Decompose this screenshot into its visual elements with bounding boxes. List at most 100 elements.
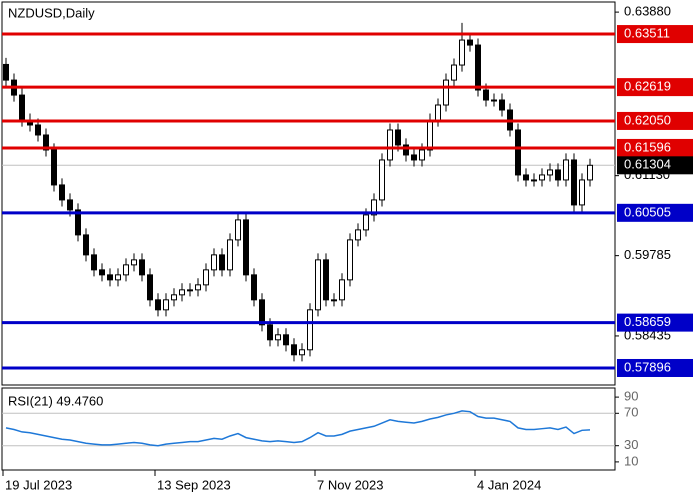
candle-body bbox=[291, 344, 297, 356]
candle-body bbox=[107, 274, 113, 281]
candle-body bbox=[523, 174, 529, 181]
candle-body bbox=[299, 349, 305, 356]
candle-body bbox=[243, 219, 249, 276]
candle-body bbox=[395, 129, 401, 146]
candle-body bbox=[379, 159, 385, 201]
level-label: 0.62050 bbox=[624, 112, 671, 127]
candle-body bbox=[83, 234, 89, 256]
candle-body bbox=[515, 129, 521, 176]
rsi-title: RSI(21) 49.4760 bbox=[8, 393, 103, 408]
level-tag bbox=[617, 111, 693, 130]
level-tag bbox=[617, 25, 693, 44]
candle-body bbox=[443, 79, 449, 106]
y-tick-label: 30 bbox=[624, 437, 638, 452]
candle-body bbox=[307, 309, 313, 351]
candle-body bbox=[131, 259, 137, 266]
candle-body bbox=[139, 259, 145, 276]
candle-body bbox=[235, 219, 241, 241]
candle-body bbox=[227, 239, 233, 271]
candle-body bbox=[251, 274, 257, 301]
level-label: 0.62619 bbox=[624, 79, 671, 94]
x-tick-label: 7 Nov 2023 bbox=[317, 477, 384, 492]
candle-body bbox=[571, 159, 577, 206]
candle-body bbox=[475, 44, 481, 91]
level-label: 0.63511 bbox=[624, 25, 670, 40]
last-price-tag bbox=[617, 156, 693, 175]
candle-body bbox=[403, 144, 409, 156]
x-tick-label: 13 Sep 2023 bbox=[157, 477, 231, 492]
level-label: 0.58659 bbox=[624, 314, 671, 329]
candle-body bbox=[35, 124, 41, 136]
candle-body bbox=[99, 269, 105, 276]
candle-body bbox=[363, 214, 369, 231]
candle-body bbox=[203, 269, 209, 286]
candle-body bbox=[43, 134, 49, 151]
candle-body bbox=[187, 289, 193, 292]
rsi-line bbox=[5, 410, 591, 447]
candle-body bbox=[51, 149, 57, 186]
candle-body bbox=[155, 299, 161, 311]
candle-body bbox=[179, 289, 185, 296]
candle-body bbox=[371, 199, 377, 216]
price-panel bbox=[1, 1, 616, 386]
level-tag bbox=[617, 358, 693, 377]
candle-body bbox=[3, 63, 9, 81]
candle-body bbox=[419, 149, 425, 161]
candle-body bbox=[539, 174, 545, 181]
candle-body bbox=[435, 104, 441, 121]
y-tick-label: 70 bbox=[624, 405, 638, 420]
candle-body bbox=[115, 274, 121, 281]
candle-body bbox=[467, 39, 473, 46]
candle-body bbox=[91, 254, 97, 271]
candle-body bbox=[331, 299, 337, 302]
candle-body bbox=[219, 254, 225, 271]
candle-body bbox=[323, 259, 329, 301]
level-tag bbox=[617, 138, 693, 157]
candle-body bbox=[491, 99, 497, 102]
level-label: 0.61596 bbox=[624, 139, 671, 154]
candle-body bbox=[67, 199, 73, 211]
candle-body bbox=[531, 179, 537, 182]
candle-body bbox=[259, 299, 265, 326]
level-tag bbox=[617, 313, 693, 332]
candle-body bbox=[587, 164, 593, 181]
level-tag bbox=[617, 203, 693, 222]
candle-body bbox=[411, 154, 417, 161]
candle-body bbox=[427, 119, 433, 151]
candle-body bbox=[387, 129, 393, 161]
candle-body bbox=[563, 159, 569, 181]
candle-body bbox=[547, 169, 553, 176]
candle-body bbox=[499, 99, 505, 111]
y-tick-label: 0.59785 bbox=[624, 247, 671, 262]
candle-body bbox=[451, 64, 457, 81]
candle-body bbox=[355, 229, 361, 241]
candle-body bbox=[339, 279, 345, 301]
candle-body bbox=[275, 334, 281, 341]
candle-body bbox=[267, 324, 273, 341]
candle-body bbox=[579, 179, 585, 206]
candle-body bbox=[59, 184, 65, 201]
level-label: 0.57896 bbox=[624, 359, 671, 374]
y-tick-label: 0.63880 bbox=[624, 4, 671, 19]
candle-body bbox=[283, 334, 289, 346]
x-tick-label: 4 Jan 2024 bbox=[477, 477, 541, 492]
level-label: 0.60505 bbox=[624, 204, 671, 219]
candle-body bbox=[459, 39, 465, 66]
last-price-label: 0.61304 bbox=[624, 157, 671, 172]
candle-body bbox=[211, 254, 217, 271]
y-tick-label: 10 bbox=[624, 453, 638, 468]
level-tag bbox=[617, 78, 693, 97]
candle-body bbox=[163, 299, 169, 311]
candle-body bbox=[555, 169, 561, 181]
candle-body bbox=[347, 239, 353, 281]
rsi-panel bbox=[1, 387, 616, 471]
y-tick-label: 90 bbox=[624, 389, 638, 404]
candle-body bbox=[195, 284, 201, 291]
candle-body bbox=[315, 259, 321, 311]
x-tick-label: 19 Jul 2023 bbox=[5, 477, 72, 492]
chart-title: NZDUSD,Daily bbox=[8, 5, 95, 20]
candle-body bbox=[147, 274, 153, 301]
candle-body bbox=[19, 94, 25, 121]
candle-body bbox=[483, 89, 489, 101]
candle-body bbox=[123, 264, 129, 276]
